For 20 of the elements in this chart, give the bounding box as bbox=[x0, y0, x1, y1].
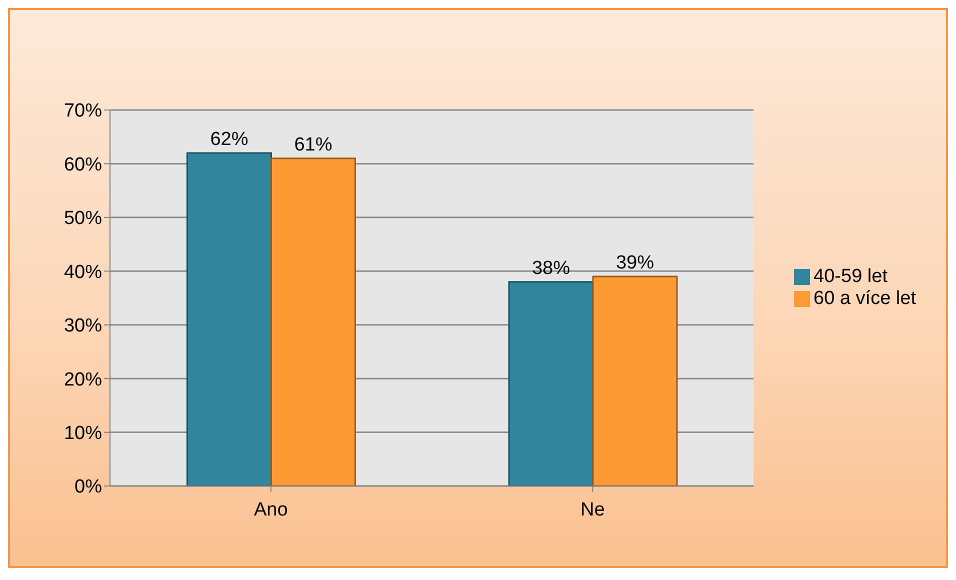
y-tick-label: 40% bbox=[64, 262, 102, 283]
bar bbox=[186, 152, 272, 486]
legend-label: 40-59 let bbox=[814, 266, 888, 287]
x-tick-label: Ano bbox=[254, 499, 288, 520]
y-tick-label: 30% bbox=[64, 316, 102, 337]
bar bbox=[270, 158, 356, 486]
y-tick-label: 50% bbox=[64, 208, 102, 230]
y-tick-label: 0% bbox=[74, 476, 102, 498]
data-label: 61% bbox=[294, 134, 332, 156]
data-label: 39% bbox=[616, 252, 654, 274]
data-label: 62% bbox=[210, 128, 248, 150]
y-tick-label: 20% bbox=[64, 369, 102, 390]
x-tick-label: Ne bbox=[580, 499, 605, 520]
bar bbox=[508, 281, 594, 486]
y-tick-label: 60% bbox=[64, 154, 102, 176]
bar bbox=[592, 276, 678, 486]
y-tick-label: 10% bbox=[64, 423, 102, 444]
y-tick-label: 70% bbox=[64, 100, 102, 122]
legend-label: 60 a více let bbox=[814, 288, 916, 309]
data-label: 38% bbox=[532, 258, 570, 279]
